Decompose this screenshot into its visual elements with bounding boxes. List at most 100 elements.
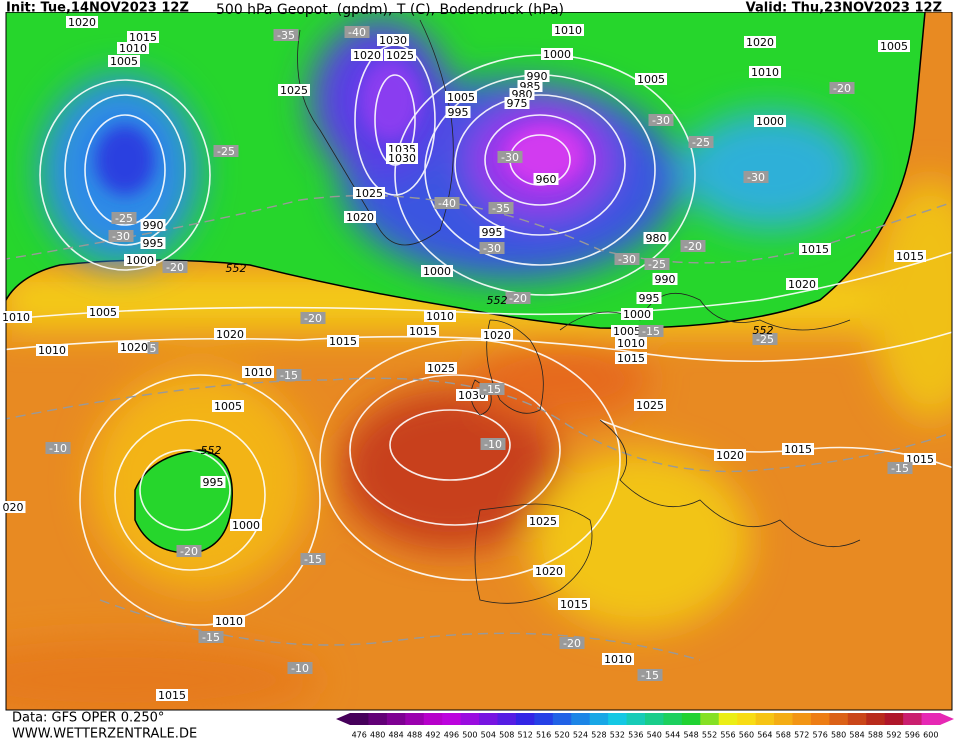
pressure-label: 1015 bbox=[896, 250, 924, 263]
colorbar-cell bbox=[792, 713, 812, 725]
pressure-label-box bbox=[634, 399, 666, 411]
colorbar-cell bbox=[681, 713, 701, 725]
pressure-label-box bbox=[242, 366, 274, 378]
colorbar-cell bbox=[847, 713, 867, 725]
temperature-label: -30 bbox=[747, 171, 765, 184]
temperature-label-box bbox=[276, 369, 302, 381]
pressure-label: 1030 bbox=[388, 152, 416, 165]
pressure-label: 1010 bbox=[244, 366, 272, 379]
coastlines bbox=[297, 19, 861, 604]
pressure-label: 1010 bbox=[617, 337, 645, 350]
pressure-label: 1010 bbox=[604, 653, 632, 666]
temperature-label-box bbox=[752, 333, 778, 345]
temperature-label-box bbox=[273, 29, 299, 41]
temperature-label-box bbox=[637, 669, 663, 681]
colorbar-label: 564 bbox=[757, 731, 772, 740]
temperature-label: -25 bbox=[692, 136, 710, 149]
pressure-label: 995 bbox=[639, 292, 660, 305]
colorbar-label: 524 bbox=[573, 731, 588, 740]
temperature-label-box bbox=[488, 202, 514, 214]
colorbar-cell bbox=[645, 713, 664, 725]
pressure-label: 1015 bbox=[158, 689, 186, 702]
pressure-label-box bbox=[541, 48, 573, 60]
colorbar-label: 520 bbox=[554, 731, 569, 740]
pressure-label: 1025 bbox=[386, 49, 414, 62]
colorbar-cell bbox=[386, 713, 406, 725]
temperature-label: -20 bbox=[180, 545, 198, 558]
pressure-label-box bbox=[714, 449, 746, 461]
pressure-label-box bbox=[533, 565, 565, 577]
pressure-label: 1005 bbox=[637, 73, 665, 86]
pressure-label: 980 bbox=[646, 232, 667, 245]
pressure-label-box bbox=[445, 106, 471, 118]
colorbar-label: 544 bbox=[665, 731, 680, 740]
temperature-label-box bbox=[829, 82, 855, 94]
colorbar-cell bbox=[405, 713, 425, 725]
temperature-label-box bbox=[162, 261, 188, 273]
pressure-label-box bbox=[744, 36, 776, 48]
colorbar-label: 592 bbox=[886, 731, 901, 740]
pressure-label: 1020 bbox=[216, 328, 244, 341]
pressure-label: 975 bbox=[507, 97, 528, 110]
pressure-label: 995 bbox=[448, 106, 469, 119]
temperature-label: -15 bbox=[202, 631, 220, 644]
temperature-label-box bbox=[287, 662, 313, 674]
colorbar-label: 500 bbox=[462, 731, 477, 740]
temperature-label-box bbox=[300, 312, 326, 324]
colorbar-label: 484 bbox=[388, 731, 403, 740]
colorbar-label: 556 bbox=[720, 731, 735, 740]
colorbar-cell bbox=[442, 713, 462, 725]
pressure-label-box bbox=[212, 400, 244, 412]
pressure-label: 1015 bbox=[784, 443, 812, 456]
colorbar-label: 536 bbox=[628, 731, 643, 740]
temperature-label-box bbox=[213, 145, 239, 157]
temperature-label: -20 bbox=[563, 637, 581, 650]
colorbar-arrow-left bbox=[336, 713, 350, 725]
colorbar-cell bbox=[829, 713, 849, 725]
temperature-label-box bbox=[887, 462, 913, 474]
pressure-label-box bbox=[611, 325, 643, 337]
pressure-label-box bbox=[527, 515, 559, 527]
pressure-label-box bbox=[421, 265, 453, 277]
temperature-label: -30 bbox=[483, 242, 501, 255]
pressure-label-box bbox=[117, 42, 149, 54]
pressure-label-box bbox=[754, 115, 786, 127]
pressure-label-box bbox=[344, 211, 376, 223]
pressure-label-box bbox=[327, 335, 359, 347]
pressure-label-box bbox=[621, 308, 653, 320]
pressure-label: 1005 bbox=[613, 325, 641, 338]
temperature-label: -25 bbox=[217, 145, 235, 158]
pressure-label: 1020 bbox=[346, 211, 374, 224]
temperature-label: -15 bbox=[641, 669, 659, 682]
temperature-label: -10 bbox=[291, 662, 309, 675]
colorbar-cell bbox=[368, 713, 388, 725]
pressure-label-box bbox=[615, 352, 647, 364]
pressure-label: 1010 bbox=[2, 311, 30, 324]
temperature-label-box bbox=[497, 151, 523, 163]
pressure-label-box bbox=[377, 34, 409, 46]
colorbar-label: 596 bbox=[905, 731, 920, 740]
pressure-label-box bbox=[636, 292, 662, 304]
pressure-label-box bbox=[213, 615, 245, 627]
pressure-label: 1025 bbox=[529, 515, 557, 528]
geopotential-label: 552 bbox=[201, 444, 222, 457]
colorbar-cell bbox=[423, 713, 443, 725]
temperature-label: -15 bbox=[891, 462, 909, 475]
pressure-label: 1015 bbox=[617, 352, 645, 365]
colorbar-label: 580 bbox=[831, 731, 846, 740]
valid-label: Valid: Thu,23NOV2023 12Z bbox=[746, 1, 942, 16]
pressure-label: 1025 bbox=[280, 84, 308, 97]
pressure-label-box bbox=[214, 328, 246, 340]
pressure-label-box bbox=[425, 362, 457, 374]
temperature-label-box bbox=[108, 230, 134, 242]
pressure-label-box bbox=[278, 84, 310, 96]
pressure-label-box bbox=[615, 337, 647, 349]
temperature-label: -25 bbox=[756, 333, 774, 346]
colorbar-cell bbox=[589, 713, 609, 725]
pressure-label-box bbox=[552, 24, 584, 36]
pressure-label: 1020 bbox=[746, 36, 774, 49]
map-title: 500 hPa Geopot. (gpdm), T (C), Bodendruc… bbox=[216, 2, 564, 18]
pressure-label: 1030 bbox=[379, 34, 407, 47]
temperature-label-box bbox=[743, 171, 769, 183]
